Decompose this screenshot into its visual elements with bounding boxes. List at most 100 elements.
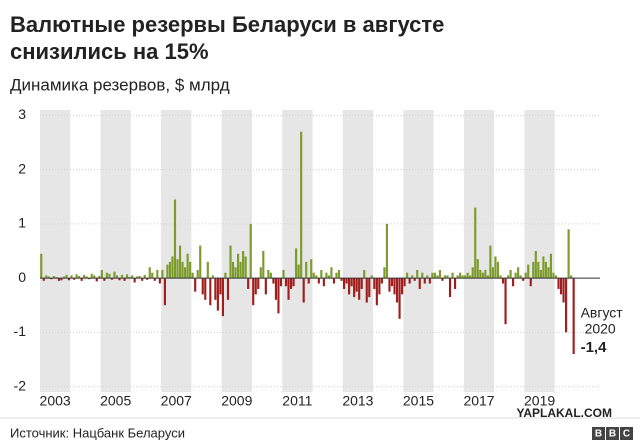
bar [532, 261, 535, 279]
year-band [524, 110, 555, 392]
bar [342, 278, 346, 289]
bar [239, 261, 242, 279]
bar [330, 267, 333, 279]
bar [436, 275, 439, 279]
bar [57, 278, 61, 281]
bar [178, 245, 182, 279]
bar [229, 245, 232, 279]
bar [310, 259, 313, 279]
bar [375, 278, 378, 306]
bar [143, 274, 146, 279]
bar [194, 278, 197, 292]
bar [211, 275, 214, 279]
bar [499, 275, 502, 279]
bar [317, 278, 320, 284]
bar [297, 264, 300, 279]
bar [416, 269, 419, 279]
bar [113, 271, 116, 279]
year-band [463, 110, 495, 392]
bar [120, 274, 124, 279]
bar [461, 275, 464, 279]
year-band [161, 110, 192, 392]
bar [151, 272, 154, 279]
bar [153, 278, 156, 281]
y-tick-label: -1 [14, 323, 27, 339]
x-tick-label: 2009 [221, 393, 252, 409]
bar [441, 278, 444, 281]
bar [158, 278, 161, 284]
bar [95, 278, 98, 282]
logo-box [592, 427, 605, 440]
bar [421, 272, 424, 279]
source: Источник: Нацбанк Беларуси [10, 425, 185, 440]
bar [259, 267, 262, 279]
bar [105, 272, 108, 279]
bar [123, 278, 126, 281]
bar [388, 278, 391, 292]
y-tick-label: 0 [18, 269, 26, 285]
bar [489, 245, 492, 279]
bar [234, 267, 237, 279]
bar [209, 278, 212, 306]
bar [300, 131, 303, 279]
bar [249, 223, 252, 279]
bar [78, 275, 81, 279]
bar [542, 256, 545, 279]
bar [398, 278, 401, 319]
bar [103, 278, 106, 281]
bar [73, 278, 76, 280]
bar [47, 276, 50, 279]
bar [423, 278, 426, 284]
y-tick-label: 3 [18, 106, 26, 122]
bar [554, 275, 558, 279]
bar [494, 256, 497, 279]
bar [390, 278, 394, 287]
bar [348, 278, 351, 295]
bar [466, 272, 469, 279]
bar [282, 269, 285, 279]
logo-box [606, 427, 619, 440]
bar [562, 278, 565, 303]
bar [360, 278, 363, 289]
bar [378, 278, 381, 295]
bar [393, 278, 396, 295]
bar [471, 267, 474, 279]
bar [110, 278, 113, 280]
bar [118, 278, 121, 281]
bar [252, 278, 255, 306]
bar [295, 248, 298, 279]
year-band [221, 110, 252, 392]
bar [537, 261, 540, 279]
bar [42, 278, 45, 281]
bar [448, 278, 452, 298]
bar [67, 278, 71, 281]
chart-title: Валютные резервы Беларуси в августе [10, 12, 444, 37]
bar [136, 276, 139, 279]
bar [496, 261, 500, 279]
x-tick-label: 2015 [403, 393, 434, 409]
bar [242, 251, 245, 279]
bar [181, 261, 184, 279]
year-band [342, 110, 374, 392]
bar [85, 276, 88, 279]
bar [199, 245, 202, 279]
bar [358, 278, 361, 300]
bar [168, 261, 172, 279]
logo-letter: B [595, 429, 602, 440]
bar [277, 278, 280, 314]
bar [509, 269, 512, 279]
bar [186, 253, 189, 279]
bar [544, 261, 547, 279]
bar [514, 272, 517, 279]
bar [254, 278, 257, 295]
plot-background [40, 110, 555, 392]
bar [426, 275, 429, 279]
bar [431, 272, 434, 279]
bar [133, 278, 136, 283]
bar [274, 278, 277, 300]
bar [80, 278, 83, 281]
bar [131, 275, 134, 279]
bar [279, 278, 283, 287]
bar [93, 275, 96, 279]
